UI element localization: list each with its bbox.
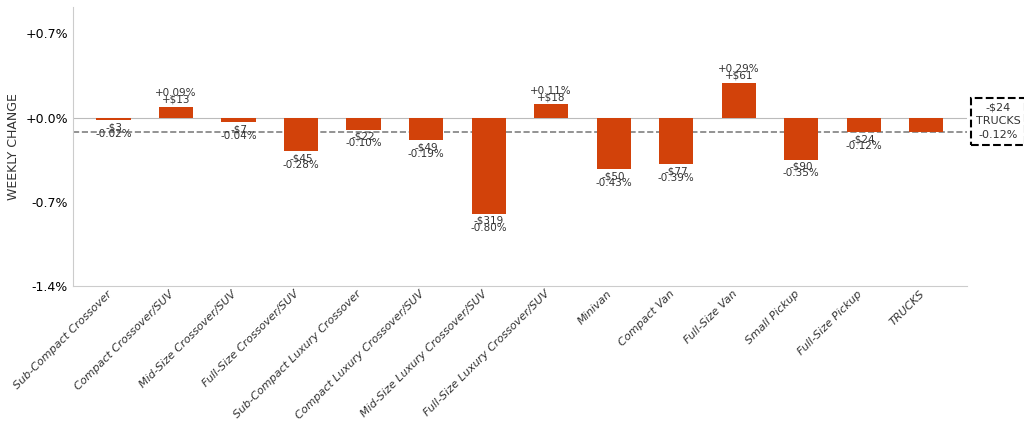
Text: -$50: -$50 [602,172,626,181]
Bar [535,104,568,118]
Bar [284,118,318,151]
Bar [909,118,943,132]
Bar [597,118,631,169]
Text: -0.12%: -0.12% [846,141,882,151]
Bar [409,118,443,140]
Bar [784,118,818,160]
Text: -0.80%: -0.80% [470,223,507,232]
Bar [659,118,693,164]
Text: +$13: +$13 [162,95,190,104]
Text: -0.39%: -0.39% [657,173,694,183]
Text: -$3: -$3 [105,122,122,132]
Text: -$77: -$77 [665,166,688,177]
Text: -$90: -$90 [790,162,813,172]
Bar [159,107,194,118]
Text: -0.43%: -0.43% [595,178,632,188]
Bar [471,118,506,214]
Text: +$61: +$61 [725,71,753,80]
Text: -0.35%: -0.35% [783,169,819,178]
Text: +0.29%: +0.29% [718,64,760,74]
Y-axis label: WEEKLY CHANGE: WEEKLY CHANGE [7,93,19,200]
Text: -$22: -$22 [352,132,376,142]
Text: -$24: -$24 [852,134,876,144]
Text: -$7: -$7 [230,125,247,134]
Text: -$49: -$49 [415,143,438,153]
Text: -$45: -$45 [290,153,313,163]
Bar [847,118,881,132]
Text: -0.19%: -0.19% [408,149,444,159]
Bar [346,118,381,130]
Text: -0.10%: -0.10% [345,138,382,149]
Text: +0.09%: +0.09% [156,88,197,98]
Bar [221,118,256,122]
Bar [96,118,131,120]
Text: -0.02%: -0.02% [95,129,132,139]
Bar [722,83,756,118]
Text: -0.28%: -0.28% [283,160,319,170]
Text: -$319: -$319 [473,216,504,226]
Text: -$24
TRUCKS
-0.12%: -$24 TRUCKS -0.12% [976,102,1021,140]
Text: +$18: +$18 [537,92,565,102]
Text: -0.04%: -0.04% [220,131,257,141]
Text: +0.11%: +0.11% [530,86,572,95]
